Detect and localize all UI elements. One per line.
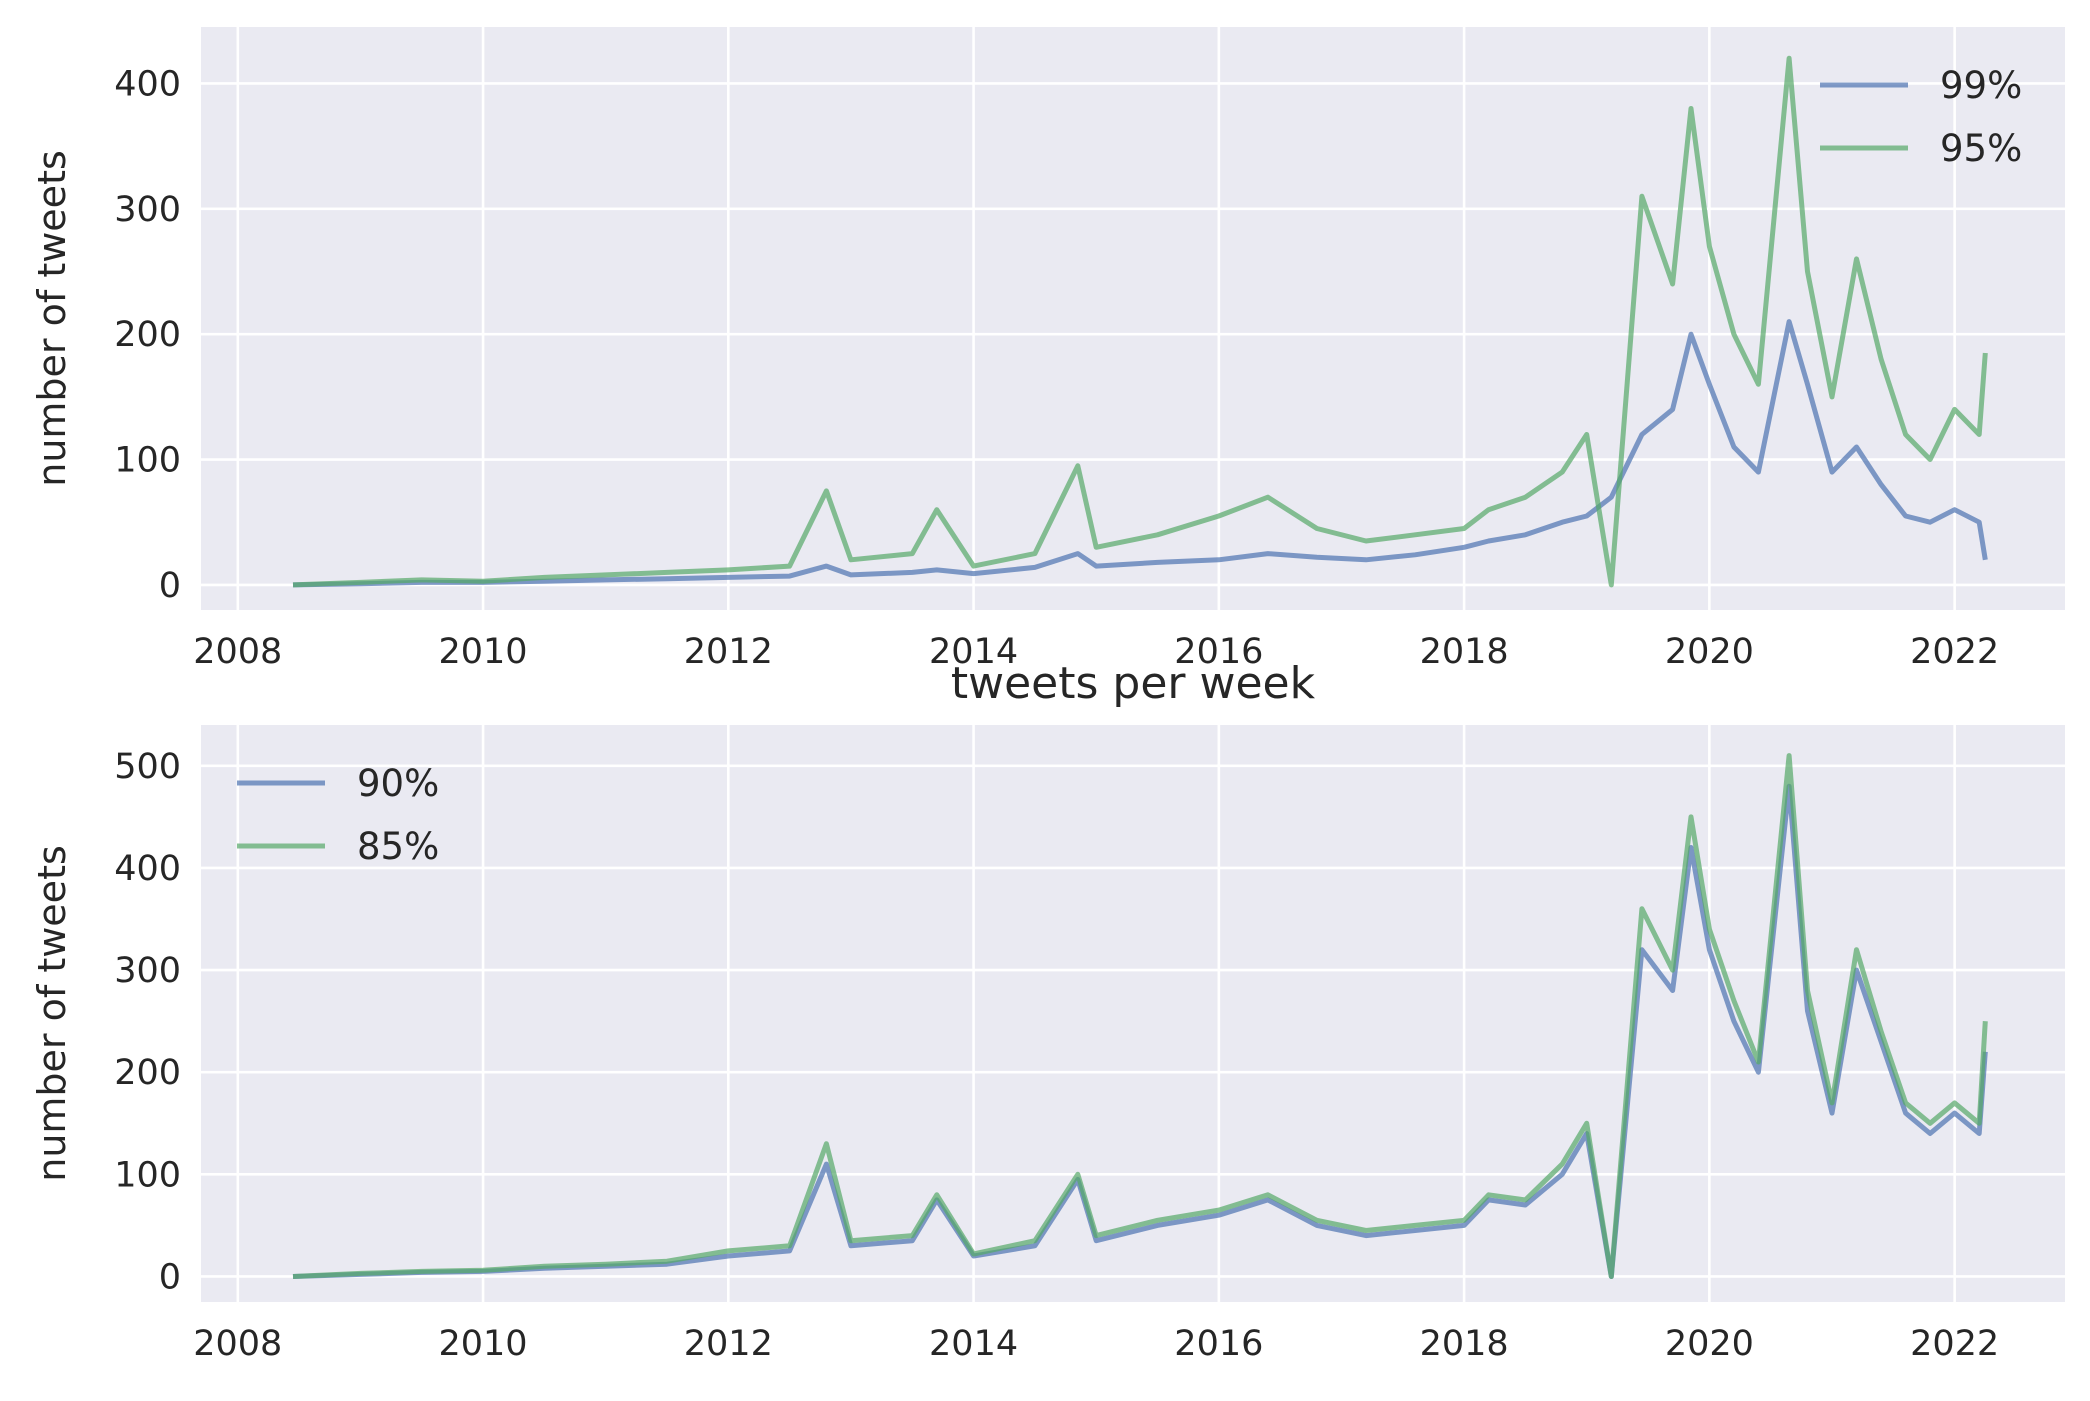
x-tick-label: 2018 [1420, 632, 1509, 672]
y-tick-label: 200 [114, 1053, 181, 1093]
x-tick-label: 2010 [439, 1324, 528, 1364]
series-line [292, 55, 1988, 588]
x-tick-label: 2012 [684, 632, 773, 672]
x-tick-label: 2020 [1665, 1324, 1754, 1364]
y-tick-label: 300 [114, 190, 181, 230]
legend-label: 90% [357, 762, 439, 805]
y-tick-label: 300 [114, 951, 181, 991]
y-tick-label: 100 [114, 1155, 181, 1195]
x-tick-label: 2008 [193, 1324, 282, 1364]
x-tick-label: 2014 [929, 1324, 1018, 1364]
x-tick-label: 2016 [1174, 1324, 1263, 1364]
legend: 99%95% [1820, 64, 2022, 170]
plot-area [201, 725, 2065, 1302]
y-tick-label: 400 [114, 64, 181, 104]
y-axis-label: number of tweets [30, 150, 74, 487]
top-plot: 2008 2010 2012 2014 2016 2018 2020 2022 0 100 200 3… [30, 27, 2065, 672]
series-line [292, 783, 1988, 1279]
y-tick-label: 200 [114, 315, 181, 355]
y-tick-label: 0 [159, 566, 181, 606]
x-tick-label: 2018 [1420, 1324, 1509, 1364]
legend-label: 99% [1940, 64, 2022, 107]
legend: 90%85% [237, 762, 439, 868]
x-tick-label: 2022 [1910, 632, 1999, 672]
x-tick-label: 2014 [929, 632, 1018, 672]
series-line [292, 319, 1988, 588]
x-tick-label: 2020 [1665, 632, 1754, 672]
x-tick-label: 2008 [193, 632, 282, 672]
y-tick-label: 100 [114, 441, 181, 481]
legend-label: 95% [1940, 127, 2022, 170]
x-tick-label: 2016 [1174, 632, 1263, 672]
x-tick-label: 2012 [684, 1324, 773, 1364]
series-line [292, 753, 1988, 1279]
legend-label: 85% [357, 825, 439, 868]
y-tick-label: 500 [114, 747, 181, 787]
plot-area [201, 27, 2065, 610]
y-axis-label: number of tweets [30, 845, 74, 1182]
figure-title: tweets per week [951, 658, 1316, 709]
bottom-plot: 2008 2010 2012 2014 2016 2018 2020 2022 0 100 200 3… [30, 725, 2065, 1364]
y-tick-label: 0 [159, 1257, 181, 1297]
y-tick-label: 400 [114, 849, 181, 889]
x-tick-label: 2022 [1910, 1324, 1999, 1364]
x-tick-label: 2010 [439, 632, 528, 672]
